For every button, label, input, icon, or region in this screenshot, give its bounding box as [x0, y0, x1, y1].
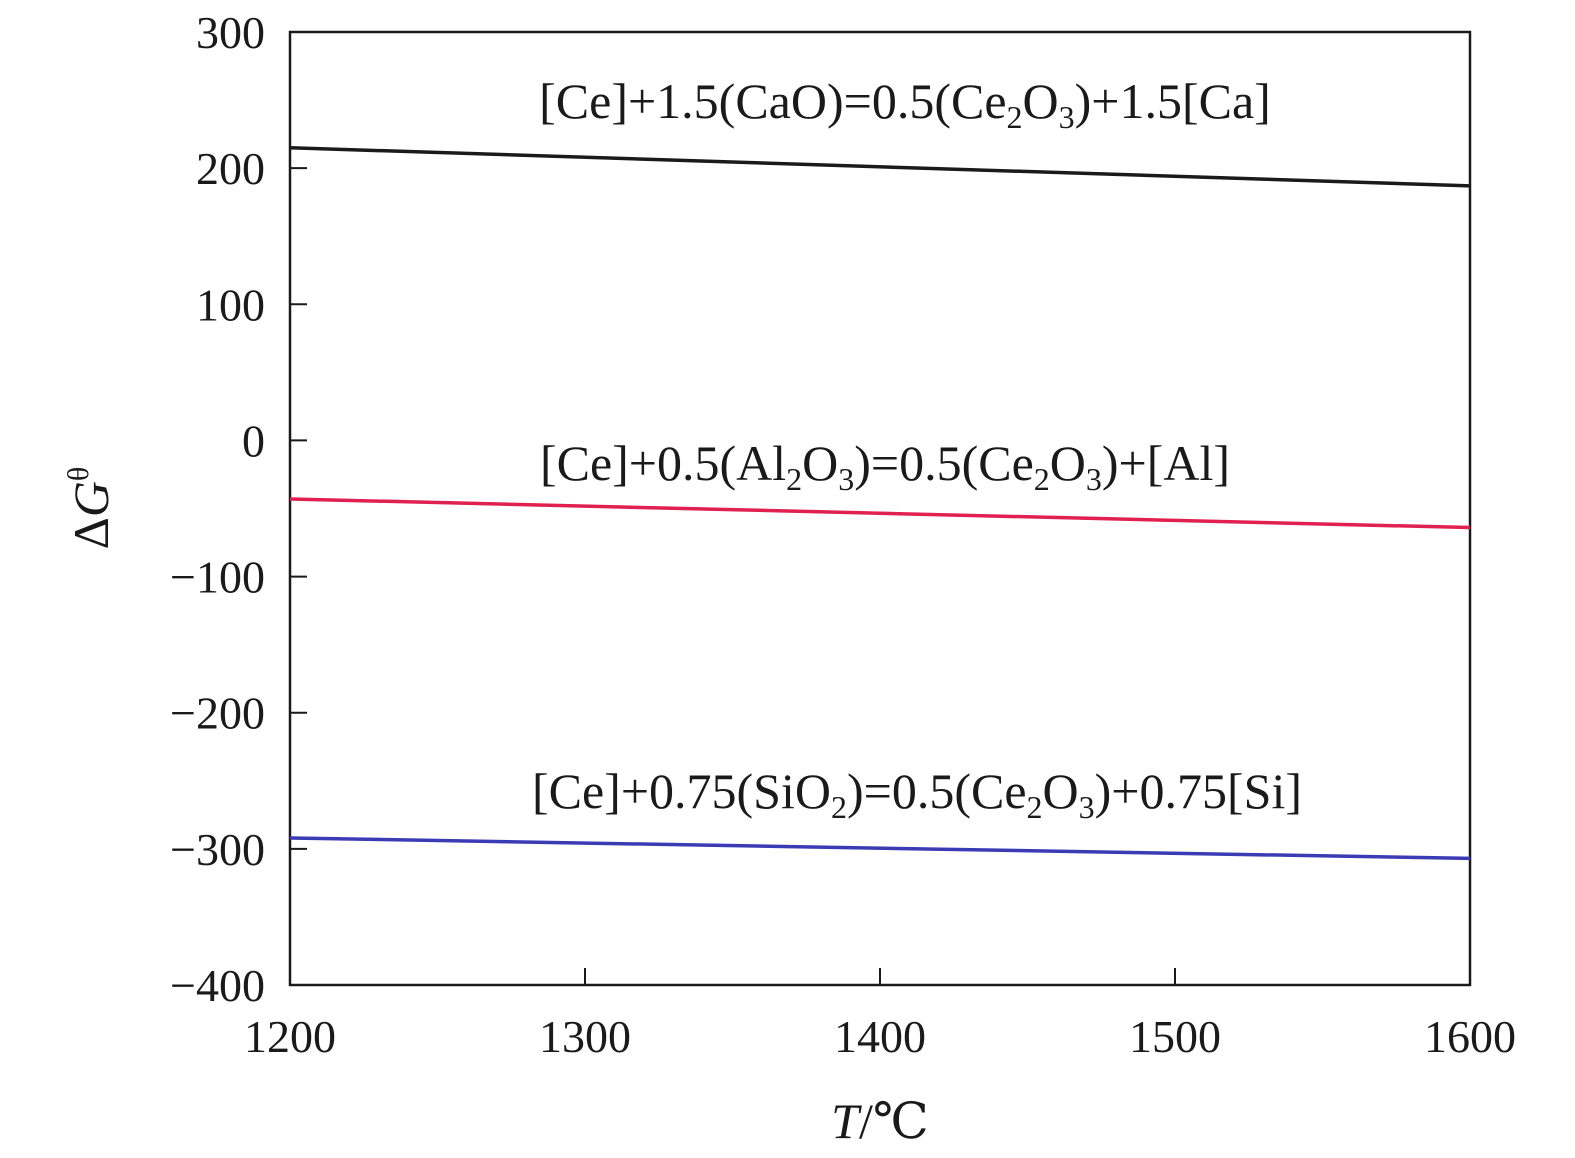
y-axis-title: ΔGθ [62, 467, 119, 550]
y-tick-label: −300 [170, 824, 265, 875]
x-axis-var: T [831, 1093, 862, 1149]
x-tick-label: 1400 [834, 1011, 926, 1062]
y-tick-label: −200 [170, 688, 265, 739]
series-line [289, 836, 1471, 861]
x-tick-label: 1600 [1424, 1011, 1516, 1062]
series-line [289, 145, 1471, 188]
y-tick-label: −100 [170, 552, 265, 603]
y-axis-sup: θ [62, 467, 95, 481]
x-tick-label: 1500 [1129, 1011, 1221, 1062]
x-axis: 1200 1300 1400 1500 1600 [244, 968, 1516, 1062]
y-tick-label: 100 [196, 279, 265, 330]
y-axis-prefix: Δ [63, 517, 119, 549]
x-axis-title: T/℃ [831, 1093, 929, 1149]
y-axis-var: G [63, 481, 119, 517]
series-label: [Ce]+0.5(Al2O3)=0.5(Ce2O3)+[Al] [540, 435, 1230, 497]
y-tick-label: 200 [196, 143, 265, 194]
series-label: [Ce]+0.75(SiO2)=0.5(Ce2O3)+0.75[Si] [532, 763, 1302, 825]
y-axis: 300 200 100 0 −100 −200 −300 −400 [170, 7, 307, 1011]
series-label: [Ce]+1.5(CaO)=0.5(Ce2O3)+1.5[Ca] [539, 73, 1271, 135]
x-tick-label: 1300 [539, 1011, 631, 1062]
series-line [289, 497, 1471, 530]
y-tick-label: −400 [170, 960, 265, 1011]
y-tick-label: 300 [196, 7, 265, 58]
y-tick-label: 0 [242, 415, 265, 466]
x-axis-unit: /℃ [859, 1093, 929, 1149]
series-lines [289, 145, 1471, 861]
x-tick-label: 1200 [244, 1011, 336, 1062]
series-labels: [Ce]+1.5(CaO)=0.5(Ce2O3)+1.5[Ca] [Ce]+0.5… [532, 73, 1302, 825]
